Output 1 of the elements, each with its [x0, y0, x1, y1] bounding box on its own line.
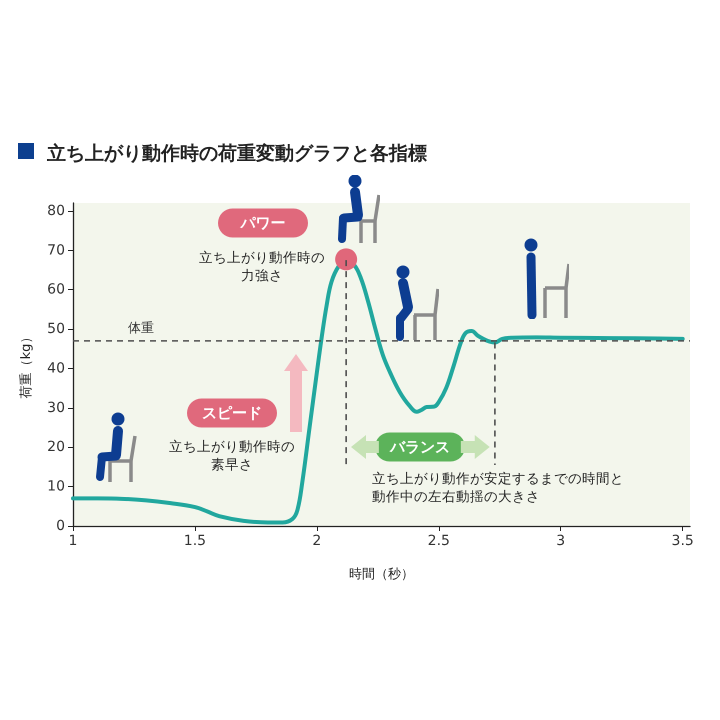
x-tick-label: 3.5 — [672, 533, 694, 549]
